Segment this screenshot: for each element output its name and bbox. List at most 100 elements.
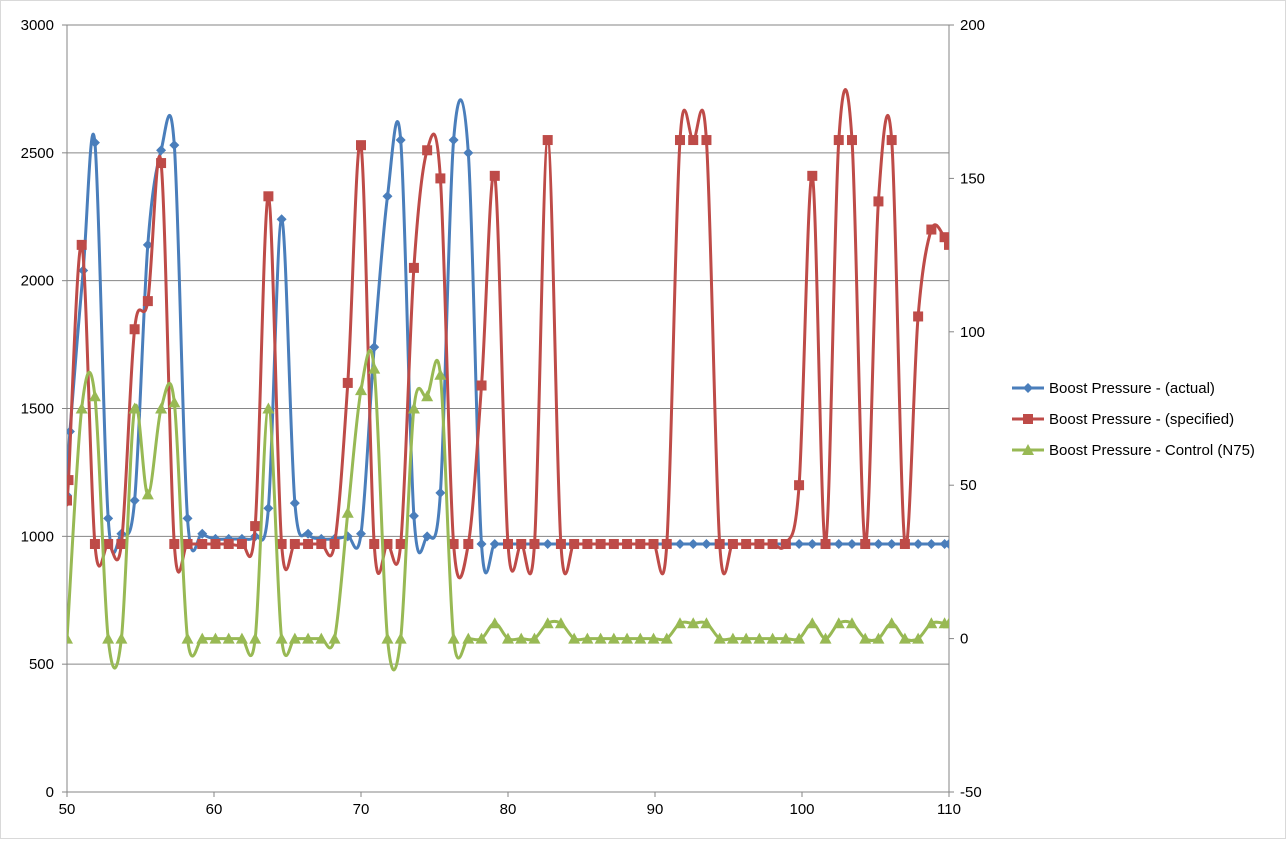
- data-point: [181, 632, 194, 644]
- data-point: [873, 539, 884, 550]
- data-point: [476, 539, 487, 550]
- data-point: [67, 632, 73, 644]
- data-point: [489, 539, 500, 550]
- data-point: [872, 632, 885, 644]
- x-tick-label: 110: [937, 801, 961, 818]
- data-point: [740, 632, 753, 644]
- data-point: [913, 311, 924, 322]
- legend-label: Boost Pressure - Control (N75): [1049, 442, 1255, 459]
- data-point: [448, 539, 459, 550]
- data-point: [222, 632, 235, 644]
- data-point: [939, 232, 949, 243]
- data-point: [302, 632, 315, 644]
- data-point: [898, 632, 911, 644]
- data-point: [315, 632, 328, 644]
- data-point: [860, 539, 871, 550]
- data-point: [356, 528, 366, 539]
- data-point: [555, 539, 566, 550]
- data-point: [276, 539, 287, 550]
- data-point: [408, 262, 419, 273]
- series-2: [67, 88, 949, 580]
- data-point: [128, 402, 141, 414]
- y-tick-label: 0: [46, 784, 54, 801]
- data-point: [807, 170, 818, 181]
- data-point: [660, 632, 673, 644]
- data-point: [115, 632, 128, 644]
- data-point: [607, 632, 620, 644]
- data-point: [845, 617, 858, 629]
- data-point: [766, 632, 779, 644]
- y-tick-label: 1000: [21, 528, 54, 545]
- data-point: [820, 539, 831, 550]
- data-point: [515, 632, 528, 644]
- data-point: [197, 528, 208, 539]
- data-point: [488, 617, 501, 629]
- data-point: [235, 632, 248, 644]
- data-point: [210, 539, 221, 550]
- data-point: [608, 539, 619, 550]
- data-point: [249, 632, 262, 644]
- data-point: [688, 135, 699, 146]
- data-point: [116, 539, 127, 550]
- data-point: [944, 539, 949, 550]
- data-point: [103, 513, 114, 524]
- data-point: [713, 632, 726, 644]
- data-point: [250, 521, 261, 532]
- data-point: [859, 632, 872, 644]
- data-point: [88, 390, 101, 402]
- data-point: [67, 495, 72, 506]
- data-point: [408, 510, 419, 521]
- y-tick-label: 2000: [21, 273, 54, 290]
- data-point: [422, 531, 433, 542]
- data-point: [476, 380, 487, 391]
- x-tick-label: 50: [59, 801, 76, 818]
- data-point: [355, 384, 367, 396]
- data-point: [581, 632, 594, 644]
- data-point: [463, 539, 474, 550]
- data-point: [434, 368, 447, 380]
- data-point: [475, 632, 488, 644]
- data-point: [196, 632, 209, 644]
- data-point: [129, 495, 140, 506]
- legend-marker: [1023, 383, 1033, 393]
- data-point: [886, 539, 897, 550]
- data-point: [595, 539, 606, 550]
- x-tick-label: 60: [206, 801, 223, 818]
- legend-marker: [1022, 444, 1034, 455]
- data-point: [463, 147, 474, 158]
- data-point: [753, 632, 766, 644]
- legend-item: Boost Pressure - (specified): [1012, 411, 1234, 428]
- data-point: [182, 513, 193, 524]
- y2-tick-label: -50: [960, 784, 982, 801]
- legend: Boost Pressure - (actual) Boost Pressure …: [1012, 380, 1255, 459]
- data-point: [794, 480, 805, 491]
- data-point: [541, 617, 554, 629]
- data-point: [621, 632, 634, 644]
- data-point: [67, 475, 74, 486]
- data-point: [701, 135, 712, 146]
- y2-tick-label: 0: [960, 631, 968, 648]
- data-point: [447, 632, 460, 644]
- data-point: [516, 539, 527, 550]
- data-point: [489, 170, 500, 181]
- data-point: [806, 617, 819, 629]
- y-tick-label: 2500: [21, 145, 54, 162]
- data-point: [913, 539, 924, 550]
- data-point: [89, 539, 100, 550]
- data-point: [263, 191, 274, 202]
- data-point: [289, 498, 300, 509]
- data-point: [727, 539, 738, 550]
- data-point: [422, 145, 433, 156]
- data-point: [885, 617, 898, 629]
- data-point: [369, 539, 380, 550]
- data-point: [289, 539, 300, 550]
- data-point: [832, 617, 845, 629]
- data-point: [528, 632, 541, 644]
- data-point: [197, 539, 208, 550]
- data-point: [647, 632, 660, 644]
- y2-tick-label: 200: [960, 17, 985, 34]
- data-point: [236, 539, 247, 550]
- data-point: [582, 539, 593, 550]
- series-layer: [67, 88, 949, 672]
- data-point: [395, 135, 406, 146]
